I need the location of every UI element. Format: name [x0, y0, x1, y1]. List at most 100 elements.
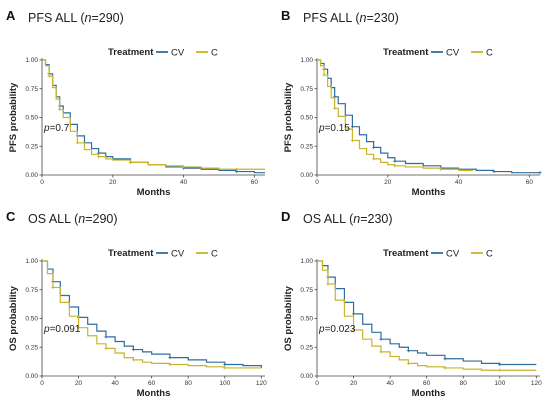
censor-mark-cv [104, 335, 108, 339]
panel-title: OS ALL (n=230) [303, 212, 393, 226]
censor-mark-c [372, 157, 376, 161]
y-tick-label: 0.00 [300, 373, 313, 380]
y-tick-label: 0.75 [25, 86, 38, 93]
censor-mark-c [439, 167, 443, 171]
censor-mark-cv [498, 362, 502, 367]
panel-letter: B [281, 8, 290, 23]
censor-mark-cv [350, 125, 354, 129]
y-tick-label: 1.00 [25, 258, 38, 265]
km-curve-cv [42, 59, 265, 174]
censor-mark-c [379, 350, 383, 354]
panel-title: PFS ALL (n=290) [28, 11, 124, 25]
p-value: p=0.7 [43, 123, 70, 134]
x-tick-label: 40 [111, 380, 119, 387]
censor-mark-c [131, 358, 135, 362]
censor-mark-cv [379, 337, 383, 341]
censor-mark-c [181, 165, 186, 169]
title-n: n [78, 212, 85, 226]
x-tick-label: 60 [526, 179, 534, 186]
y-tick-label: 0.25 [300, 143, 313, 150]
x-tick-label: 80 [460, 380, 468, 387]
km-curve-cv [317, 260, 537, 366]
x-axis-label: Months [412, 187, 446, 198]
title-prefix: OS ALL ( [303, 212, 354, 226]
x-tick-label: 100 [494, 380, 505, 387]
title-suffix: =290) [85, 212, 117, 226]
legend: Treatment CV C [383, 47, 493, 59]
x-tick-label: 40 [455, 179, 463, 186]
censor-mark-cv [168, 356, 172, 360]
y-tick-label: 0.50 [300, 115, 313, 122]
x-tick-label: 120 [531, 380, 542, 387]
y-tick-label: 0.50 [25, 316, 38, 323]
y-tick-label: 0.00 [25, 172, 38, 179]
km-curve-cv [42, 260, 262, 368]
y-tick-label: 0.75 [300, 86, 313, 93]
y-tick-label: 0.00 [25, 373, 38, 380]
censor-mark-c [351, 328, 356, 332]
censor-mark-c [443, 366, 447, 370]
panel-letter: D [281, 209, 290, 224]
title-n: n [353, 212, 360, 226]
p-value-prefix: p [318, 324, 325, 335]
censor-mark-c [97, 155, 101, 159]
title-n: n [85, 11, 92, 25]
censor-mark-c [223, 366, 227, 370]
km-chart-d: D OS ALL (n=230) Treatment CV C 0.00 0.25 0.50 0… [281, 209, 542, 399]
y-axis-label: OS probability [283, 285, 294, 351]
censor-mark-c [406, 361, 410, 365]
x-tick-label: 20 [384, 179, 392, 186]
p-value-number: =0.7 [50, 123, 70, 134]
km-chart-a: A PFS ALL (n=290) Treatment CV C 0.00 0.25 0.50… [6, 8, 265, 198]
legend-title: Treatment [108, 47, 154, 58]
censor-mark-c [235, 167, 239, 171]
censor-mark-cv [223, 362, 227, 367]
km-panel-d: D OS ALL (n=230) Treatment CV C 0.00 0.25 0.50 0… [275, 201, 550, 402]
legend-label-c: C [211, 48, 218, 59]
y-tick-label: 0.75 [25, 287, 38, 294]
y-tick-label: 0.50 [25, 115, 38, 122]
km-curve-c [317, 260, 537, 371]
x-axis-label: Months [137, 187, 171, 198]
p-value-prefix: p [43, 324, 50, 335]
censor-mark-c [498, 368, 502, 372]
title-prefix: PFS ALL ( [303, 11, 360, 25]
y-tick-label: 0.75 [300, 287, 313, 294]
title-suffix: =290) [91, 11, 123, 25]
legend-title: Treatment [108, 248, 154, 259]
legend: Treatment CV C [108, 47, 218, 59]
censor-mark-c [58, 107, 62, 112]
km-curve-c [317, 59, 473, 171]
censor-mark-cv [492, 169, 496, 174]
p-value-number: =0.091 [50, 324, 81, 335]
censor-mark-c [333, 106, 337, 110]
p-value-number: =0.15 [325, 123, 351, 134]
p-value: p=0.091 [43, 324, 81, 335]
legend-label-c: C [486, 48, 493, 59]
y-tick-label: 0.00 [300, 172, 313, 179]
x-axis-label: Months [412, 388, 446, 399]
x-tick-label: 0 [40, 380, 44, 387]
y-tick-label: 1.00 [300, 57, 313, 64]
title-prefix: PFS ALL ( [28, 11, 85, 25]
km-panel-a: A PFS ALL (n=290) Treatment CV C 0.00 0.25 0.50… [0, 0, 275, 201]
x-tick-label: 40 [386, 380, 394, 387]
censor-mark-cv [406, 349, 410, 353]
y-tick-label: 0.25 [25, 344, 38, 351]
legend-title: Treatment [383, 47, 429, 58]
km-curve-c [42, 59, 265, 170]
km-panel-c: C OS ALL (n=290) Treatment CV C 0.00 0.25 0.50 0… [0, 201, 275, 402]
x-axis-label: Months [137, 388, 171, 399]
censor-mark-cv [393, 159, 397, 163]
p-value: p=0.15 [318, 123, 350, 134]
y-tick-label: 1.00 [25, 57, 38, 64]
p-value-number: =0.023 [325, 324, 356, 335]
y-tick-label: 0.50 [300, 316, 313, 323]
censor-mark-c [168, 362, 172, 367]
panel-title: PFS ALL (n=230) [303, 11, 399, 25]
censor-mark-c [326, 282, 330, 286]
censor-mark-cv [372, 145, 376, 149]
censor-mark-c [350, 138, 354, 143]
p-value-prefix: p [318, 123, 325, 134]
censor-mark-cv [443, 357, 447, 361]
